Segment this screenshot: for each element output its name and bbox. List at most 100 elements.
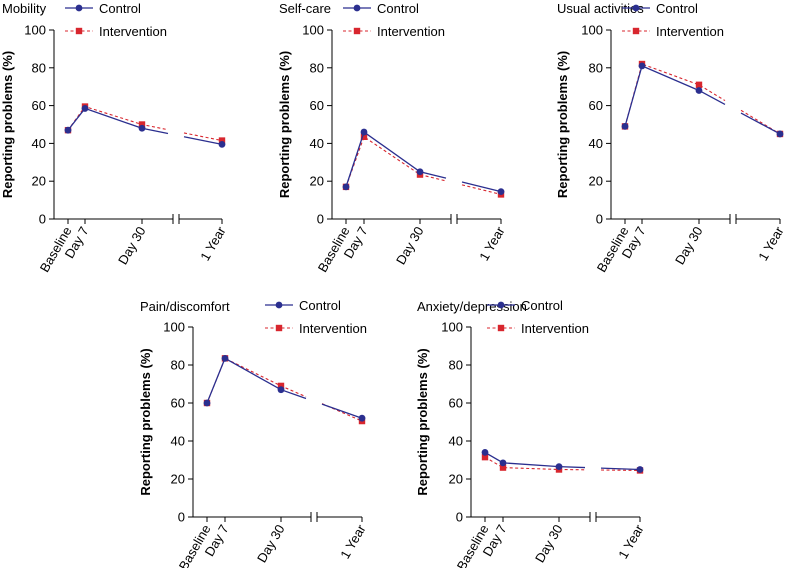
legend-label-control: Control — [521, 298, 563, 313]
legend: Control Intervention — [622, 1, 724, 39]
y-tick-label: 0 — [456, 510, 463, 525]
y-tick-label: 40 — [449, 434, 463, 449]
data-point-intervention — [360, 133, 368, 140]
y-axis-title: Reporting problems (%) — [555, 51, 570, 198]
y-tick-label: 100 — [24, 23, 46, 38]
legend-marker-control — [75, 4, 83, 12]
y-axis-title: Reporting problems (%) — [138, 348, 153, 495]
data-point-control — [203, 399, 211, 407]
y-tick-label: 20 — [171, 472, 185, 487]
data-point-control — [776, 130, 784, 138]
legend-label-control: Control — [299, 298, 341, 313]
legend-marker-control — [275, 301, 283, 309]
legend-label-intervention: Intervention — [521, 321, 589, 336]
legend-label-intervention: Intervention — [99, 24, 167, 39]
y-tick-label: 40 — [310, 136, 324, 151]
x-tick-label: 1 Year — [337, 521, 369, 561]
y-tick-label: 80 — [449, 358, 463, 373]
chart-title: Usual activities — [557, 1, 644, 16]
chart-panel: Usual activities 0 20 40 60 80 100 Reporting pr… — [555, 1, 787, 275]
y-tick-label: 60 — [449, 396, 463, 411]
y-tick-label: 80 — [171, 358, 185, 373]
series-line-control — [67, 107, 223, 145]
data-point-control — [221, 354, 229, 362]
data-point-control — [621, 122, 629, 130]
y-tick-label: 20 — [449, 472, 463, 487]
y-tick-label: 60 — [32, 98, 46, 113]
y-axis-title: Reporting problems (%) — [277, 51, 292, 198]
y-tick-label: 0 — [596, 212, 603, 227]
series-line-intervention — [484, 456, 641, 471]
data-point-control — [358, 414, 366, 422]
data-point-control — [695, 87, 703, 94]
data-point-control — [360, 128, 368, 136]
legend-marker-intervention — [75, 27, 83, 35]
data-point-intervention — [138, 121, 146, 128]
y-tick-label: 20 — [310, 174, 324, 189]
chart-panel: Pain/discomfort 0 20 40 60 80 100 Reporting pro… — [138, 298, 369, 568]
y-tick-label: 40 — [171, 434, 185, 449]
legend-label-control: Control — [99, 1, 141, 16]
legend-marker-intervention — [275, 324, 283, 332]
x-tick-label: 1 Year — [615, 521, 647, 561]
legend-marker-control — [632, 4, 640, 12]
chart-title: Anxiety/depression — [417, 299, 527, 314]
chart-panel: Self-care 0 20 40 60 80 100 Reporting problems … — [277, 1, 508, 275]
chart-title: Pain/discomfort — [140, 299, 230, 314]
data-point-control — [218, 140, 226, 148]
y-tick-label: 40 — [32, 136, 46, 151]
legend-marker-control — [353, 4, 361, 12]
legend: Control Intervention — [487, 298, 589, 336]
legend-marker-intervention — [497, 324, 505, 332]
y-tick-label: 0 — [317, 212, 324, 227]
chart-title: Mobility — [2, 1, 47, 16]
legend-label-control: Control — [377, 1, 419, 16]
y-tick-label: 60 — [171, 396, 185, 411]
y-axis-title: Reporting problems (%) — [415, 348, 430, 495]
legend-label-intervention: Intervention — [299, 321, 367, 336]
x-tick-label: 1 Year — [197, 223, 229, 263]
series-line-control — [624, 65, 781, 135]
chart-title: Self-care — [279, 1, 331, 16]
legend: Control Intervention — [65, 1, 167, 39]
data-point-control — [138, 124, 146, 132]
data-point-control — [481, 449, 489, 456]
series-line-intervention — [624, 63, 781, 135]
legend-label-control: Control — [656, 1, 698, 16]
data-point-control — [277, 386, 285, 394]
y-tick-label: 100 — [163, 320, 185, 335]
series-line-intervention — [206, 357, 363, 422]
x-tick-label: Day 30 — [532, 522, 566, 565]
data-point-control — [497, 188, 505, 195]
y-tick-label: 100 — [581, 23, 603, 38]
y-tick-label: 100 — [441, 320, 463, 335]
y-tick-label: 60 — [310, 98, 324, 113]
data-point-intervention — [218, 137, 226, 144]
data-point-control — [342, 183, 350, 191]
series-line-control — [345, 131, 502, 193]
data-point-control — [64, 126, 72, 134]
y-tick-label: 80 — [589, 60, 603, 75]
legend-marker-intervention — [632, 27, 640, 35]
legend: Control Intervention — [343, 1, 445, 39]
data-point-intervention — [499, 464, 507, 471]
y-tick-label: 40 — [589, 136, 603, 151]
data-point-control — [416, 168, 424, 176]
x-tick-label: Day 30 — [672, 224, 706, 267]
chart-panel: Mobility 0 20 40 60 80 100 Reporting problems (… — [0, 1, 229, 275]
data-point-control — [81, 105, 89, 112]
data-point-control — [638, 62, 646, 70]
y-tick-label: 20 — [32, 174, 46, 189]
y-tick-label: 80 — [32, 60, 46, 75]
data-point-intervention — [481, 453, 489, 461]
x-tick-label: Day 30 — [115, 224, 149, 267]
data-point-control — [636, 466, 644, 473]
x-tick-label: 1 Year — [755, 223, 787, 263]
y-tick-label: 80 — [310, 60, 324, 75]
series-line-control — [206, 357, 363, 419]
legend-label-intervention: Intervention — [656, 24, 724, 39]
y-tick-label: 60 — [589, 98, 603, 113]
y-axis-title: Reporting problems (%) — [0, 51, 15, 198]
y-tick-label: 0 — [39, 212, 46, 227]
